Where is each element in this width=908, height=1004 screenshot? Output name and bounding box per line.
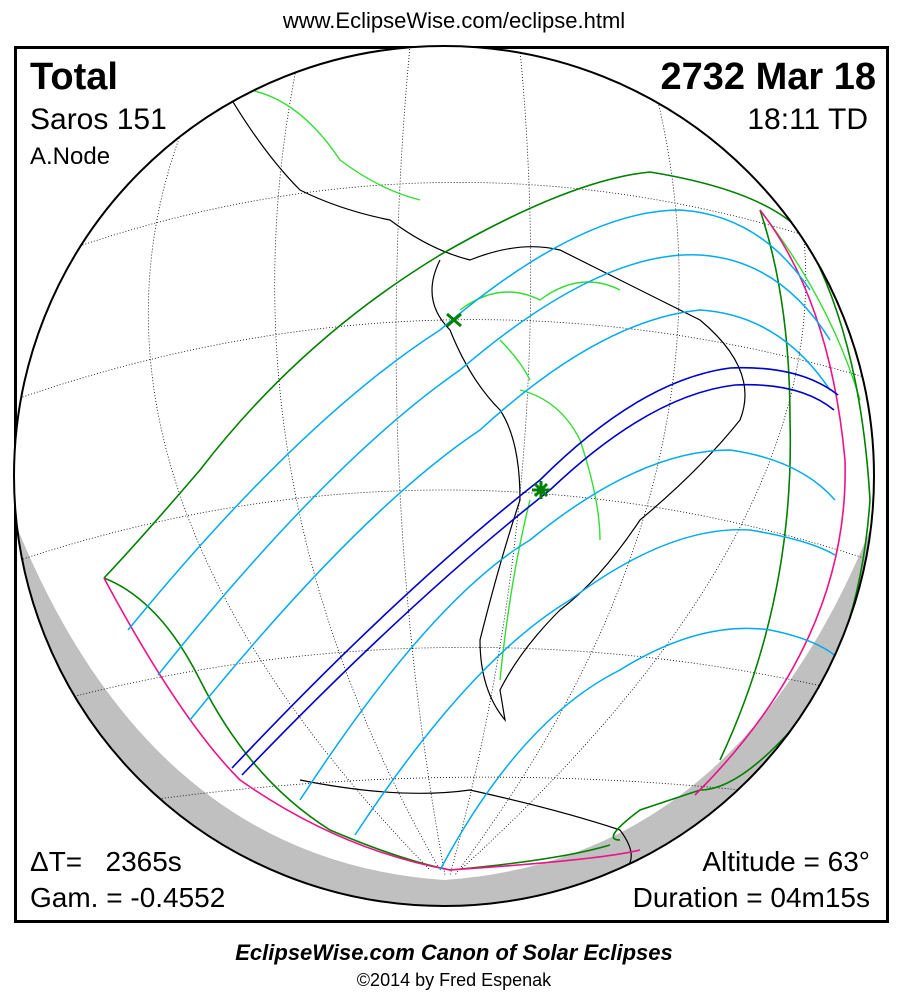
copyright: ©2014 by Fred Espenak bbox=[356, 970, 552, 990]
penumbral-limit-east bbox=[719, 209, 792, 761]
globe-outline bbox=[13, 45, 875, 907]
duration: Duration = 04m15s bbox=[632, 882, 870, 913]
eclipse-type: Total bbox=[30, 56, 118, 98]
penumbral-limit-north bbox=[103, 171, 871, 841]
sub-solar-point-marker bbox=[446, 312, 462, 328]
greatest-eclipse-marker bbox=[532, 481, 550, 499]
node: A.Node bbox=[30, 143, 111, 170]
source-url: www.EclipseWise.com/eclipse.html bbox=[282, 8, 626, 33]
penumbral-limit-south bbox=[103, 577, 611, 871]
sunset-limit bbox=[694, 209, 846, 796]
central-path-north-limit bbox=[231, 366, 839, 769]
eclipse-time: 18:11 TD bbox=[747, 103, 868, 136]
delta-t: ΔT= 2365s bbox=[30, 846, 182, 877]
night-shading bbox=[14, 520, 874, 906]
altitude: Altitude = 63° bbox=[702, 846, 870, 877]
partial-eclipse-lines bbox=[127, 209, 841, 871]
sunrise-limit bbox=[103, 577, 641, 871]
globe bbox=[14, 46, 874, 906]
coastlines bbox=[219, 79, 746, 881]
central-path-south-limit bbox=[241, 383, 835, 776]
canon-title: EclipseWise.com Canon of Solar Eclipses bbox=[235, 940, 673, 965]
gamma: Gam. = -0.4552 bbox=[30, 882, 226, 913]
eclipse-date: 2732 Mar 18 bbox=[660, 56, 877, 98]
saros-number: Saros 151 bbox=[30, 103, 167, 136]
